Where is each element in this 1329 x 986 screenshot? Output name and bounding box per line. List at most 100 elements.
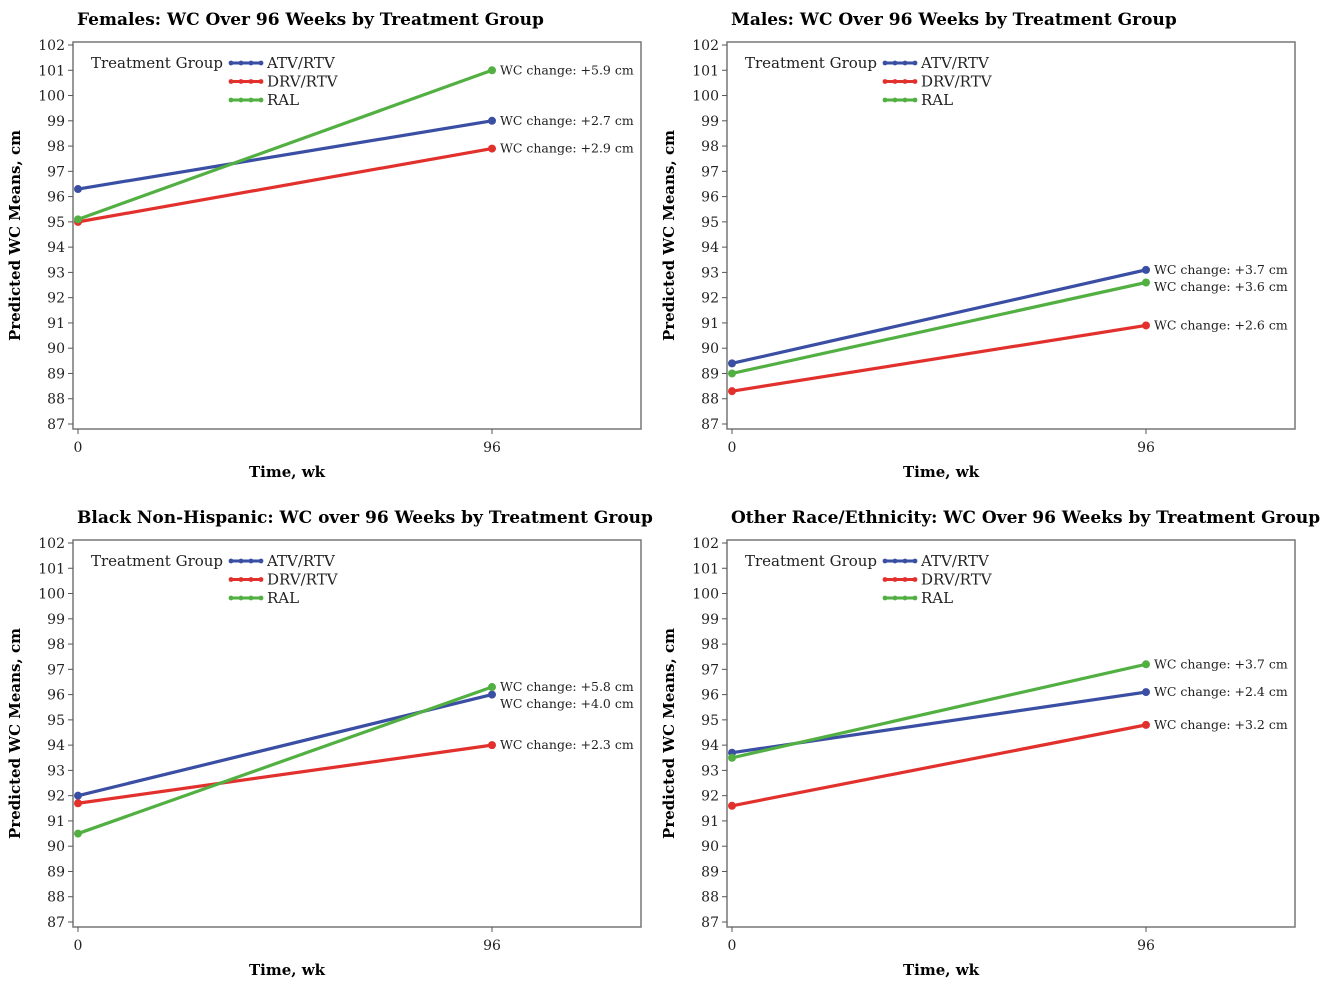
y-tick-label: 95: [47, 713, 65, 729]
y-tick-label: 87: [701, 417, 719, 433]
legend-title: Treatment Group: [745, 54, 877, 72]
legend-swatch-marker: [258, 79, 264, 84]
y-tick-label: 89: [47, 864, 65, 880]
y-tick-label: 97: [701, 662, 719, 678]
y-tick-label: 94: [701, 240, 719, 256]
y-tick-label: 98: [701, 139, 719, 155]
data-point-atv-rtv: [74, 791, 82, 800]
change-annotation: WC change: +2.9 cm: [500, 141, 634, 156]
y-tick-label: 93: [701, 763, 719, 779]
chart-panel-females: Females: WC Over 96 Weeks by Treatment G…: [6, 10, 642, 481]
chart-title: Other Race/Ethnicity: WC Over 96 Weeks b…: [731, 508, 1320, 528]
data-point-ral: [74, 215, 82, 224]
plot-frame: [72, 539, 642, 928]
chart-panel-black-non-hispanic: Black Non-Hispanic: WC over 96 Weeks by …: [6, 508, 653, 979]
y-tick-label: 96: [47, 688, 65, 704]
legend-entry: DRV/RTV: [267, 571, 339, 589]
x-tick-label: 0: [728, 440, 737, 456]
legend-entry: RAL: [267, 91, 299, 109]
data-point-drv-rtv: [728, 801, 736, 810]
legend-title: Treatment Group: [745, 552, 877, 570]
x-tick-label: 96: [1137, 440, 1155, 456]
data-point-ral: [1142, 660, 1150, 669]
y-tick-label: 91: [701, 316, 719, 332]
legend-swatch-marker: [248, 79, 254, 84]
y-tick-label: 94: [47, 240, 65, 256]
legend-swatch-marker: [902, 558, 908, 564]
legend-swatch-marker: [882, 79, 888, 84]
data-point-atv-rtv: [1142, 265, 1150, 274]
x-tick-label: 0: [74, 938, 83, 954]
data-point-ral: [1142, 278, 1150, 287]
y-tick-label: 90: [47, 839, 65, 855]
legend-swatch-marker: [892, 577, 898, 582]
data-point-drv-rtv: [488, 741, 496, 750]
series-line-drv-rtv: [77, 147, 493, 224]
series-line-atv-rtv: [77, 119, 493, 191]
series-line-ral: [77, 68, 493, 221]
y-tick-label: 97: [47, 662, 65, 678]
data-point-drv-rtv: [74, 799, 82, 808]
chart-panel-males: Males: WC Over 96 Weeks by Treatment Gro…: [660, 10, 1296, 481]
series-line-drv-rtv: [77, 743, 493, 805]
legend-swatch-marker: [882, 577, 888, 582]
legend-swatch-marker: [258, 558, 264, 564]
data-point-ral: [728, 753, 736, 762]
y-tick-label: 98: [701, 637, 719, 653]
legend-swatch-marker: [912, 558, 918, 564]
y-tick-label: 89: [47, 366, 65, 382]
y-tick-label: 96: [701, 190, 719, 206]
legend-entry: RAL: [921, 91, 953, 109]
legend-swatch-marker: [912, 577, 918, 582]
y-axis-label: Predicted WC Means, cm: [660, 130, 678, 341]
y-tick-label: 99: [701, 114, 719, 130]
data-point-drv-rtv: [488, 144, 496, 153]
legend-swatch-marker: [258, 595, 264, 601]
legend-swatch-marker: [892, 97, 898, 103]
change-annotation: WC change: +3.7 cm: [1154, 262, 1288, 277]
x-axis-label: Time, wk: [903, 961, 980, 979]
series-line-ral: [77, 685, 493, 836]
data-point-drv-rtv: [1142, 720, 1150, 729]
legend-swatch-marker: [248, 595, 254, 601]
plot-frame: [726, 41, 1296, 430]
y-tick-label: 88: [701, 890, 719, 906]
y-tick-label: 99: [701, 612, 719, 628]
y-axis-label: Predicted WC Means, cm: [660, 628, 678, 839]
y-tick-label: 94: [47, 738, 65, 754]
legend-swatch-marker: [238, 97, 244, 103]
legend-title: Treatment Group: [91, 54, 223, 72]
x-tick-label: 0: [74, 440, 83, 456]
legend-swatch-marker: [258, 577, 264, 582]
data-point-ral: [74, 829, 82, 838]
legend-swatch-marker: [912, 60, 918, 66]
change-annotation: WC change: +3.7 cm: [1154, 656, 1288, 671]
legend-swatch-marker: [238, 60, 244, 66]
legend-swatch-marker: [228, 97, 234, 103]
legend-swatch-marker: [892, 558, 898, 564]
y-tick-label: 90: [701, 341, 719, 357]
y-tick-label: 87: [47, 417, 65, 433]
legend-entry: ATV/RTV: [920, 54, 990, 72]
legend-swatch-marker: [228, 595, 234, 601]
y-tick-label: 102: [692, 38, 719, 54]
y-tick-label: 97: [47, 164, 65, 180]
data-point-ral: [488, 66, 496, 75]
y-tick-label: 102: [38, 38, 65, 54]
y-tick-label: 95: [701, 713, 719, 729]
change-annotation: WC change: +3.2 cm: [1154, 717, 1288, 732]
y-tick-label: 94: [701, 738, 719, 754]
legend-swatch-marker: [912, 97, 918, 103]
series-line-drv-rtv: [731, 723, 1147, 808]
y-tick-label: 90: [701, 839, 719, 855]
legend-swatch-marker: [892, 60, 898, 66]
y-tick-label: 101: [692, 63, 719, 79]
y-tick-label: 90: [47, 341, 65, 357]
y-tick-label: 100: [692, 587, 719, 603]
legend-swatch-marker: [902, 97, 908, 103]
data-point-drv-rtv: [728, 387, 736, 396]
data-point-ral: [488, 683, 496, 692]
legend-swatch-marker: [248, 558, 254, 564]
legend-entry: ATV/RTV: [266, 552, 336, 570]
legend-entry: RAL: [921, 589, 953, 607]
